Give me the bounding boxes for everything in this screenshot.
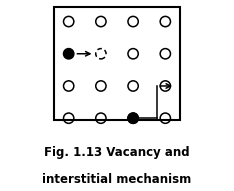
Bar	[54, 7, 180, 120]
Circle shape	[96, 16, 106, 27]
Circle shape	[63, 81, 74, 91]
Text: interstitial mechanism: interstitial mechanism	[42, 173, 192, 186]
Circle shape	[96, 81, 106, 91]
Circle shape	[128, 113, 138, 123]
Circle shape	[128, 49, 138, 59]
Circle shape	[160, 16, 171, 27]
Text: Fig. 1.13 Vacancy and: Fig. 1.13 Vacancy and	[44, 146, 190, 159]
Circle shape	[128, 16, 138, 27]
Circle shape	[128, 81, 138, 91]
Circle shape	[160, 113, 171, 123]
Circle shape	[160, 81, 171, 91]
Circle shape	[128, 113, 138, 123]
Circle shape	[96, 113, 106, 123]
Circle shape	[63, 113, 74, 123]
Circle shape	[63, 16, 74, 27]
Circle shape	[160, 49, 171, 59]
Circle shape	[63, 49, 74, 59]
